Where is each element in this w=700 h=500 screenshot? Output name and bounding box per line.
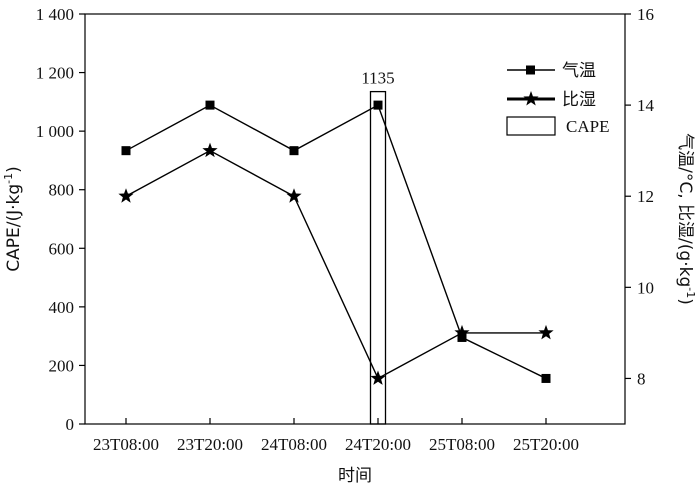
humidity-point (538, 324, 554, 340)
right-axis-tick-label: 8 (637, 369, 646, 388)
plot-area (84, 13, 626, 425)
legend: 气温 比湿 CAPE (506, 61, 609, 136)
legend-humidity-label: 比湿 (562, 90, 596, 110)
bar-data-labels: 1135 (361, 69, 394, 88)
left-axis-title-main: CAPE/(J·kg (4, 184, 24, 272)
legend-temperature-label: 气温 (562, 61, 596, 81)
left-axis: 0 200 400 600 800 1 000 1 200 1 400 (36, 5, 85, 434)
left-axis-tick-label: 0 (66, 415, 75, 434)
legend-cape-label: CAPE (566, 117, 609, 136)
temperature-point (205, 100, 215, 110)
right-axis-title-main: 气温/°C, 比湿/(g·kg (675, 133, 695, 287)
legend-cape-bar-swatch (506, 116, 556, 136)
humidity-point (118, 188, 134, 203)
left-axis-title: CAPE/(J·kg-1) (2, 166, 24, 272)
right-axis-title-close: ) (675, 298, 695, 305)
left-axis-tick-label: 1 200 (36, 64, 74, 83)
right-axis-tick-label: 14 (637, 96, 655, 115)
temperature-line (125, 104, 547, 380)
temperature-point (289, 146, 299, 156)
left-axis-tick-label: 200 (49, 356, 75, 375)
temperature-point (121, 146, 131, 156)
x-axis-tick-label: 24T08:00 (261, 435, 327, 454)
x-axis-tick-label: 24T20:00 (345, 435, 411, 454)
right-axis-tick-label: 12 (637, 187, 654, 206)
legend-humidity-star-marker (523, 91, 539, 106)
plot-frame (84, 13, 626, 425)
right-axis: 8 10 12 14 16 (625, 5, 655, 388)
x-axis-tick-label: 23T20:00 (177, 435, 243, 454)
left-axis-tick-label: 400 (49, 298, 75, 317)
cape-bar-value-label: 1135 (361, 69, 394, 88)
left-axis-title-sup: -1 (2, 173, 15, 184)
legend-temperature-square-marker (526, 65, 535, 75)
x-axis-tick-label: 25T08:00 (429, 435, 495, 454)
humidity-point (370, 370, 386, 385)
humidity-point (286, 188, 302, 203)
humidity-point (202, 142, 218, 158)
right-axis-title: 气温/°C, 比湿/(g·kg-1) (675, 133, 697, 305)
right-axis-title-sup: -1 (684, 287, 697, 298)
left-axis-title-close: ) (4, 166, 24, 173)
x-axis-tick-label: 25T20:00 (513, 435, 579, 454)
temperature-point (541, 373, 551, 383)
temperature-point (373, 100, 383, 110)
left-axis-tick-label: 1 000 (36, 122, 74, 141)
x-axis-title: 时间 (338, 466, 372, 486)
left-axis-tick-label: 600 (49, 239, 75, 258)
right-axis-tick-label: 10 (637, 278, 654, 297)
left-axis-tick-label: 1 400 (36, 5, 74, 24)
lines-layer (125, 104, 547, 380)
temperature-point (457, 332, 467, 342)
x-axis: 23T08:00 23T20:00 24T08:00 24T20:00 25T08:00… (93, 418, 579, 454)
humidity-point (454, 324, 470, 340)
right-axis-tick-label: 16 (637, 5, 654, 24)
humidity-line (125, 149, 546, 380)
markers-layer (118, 100, 554, 385)
x-axis-tick-label: 23T08:00 (93, 435, 159, 454)
left-axis-tick-label: 800 (49, 181, 75, 200)
